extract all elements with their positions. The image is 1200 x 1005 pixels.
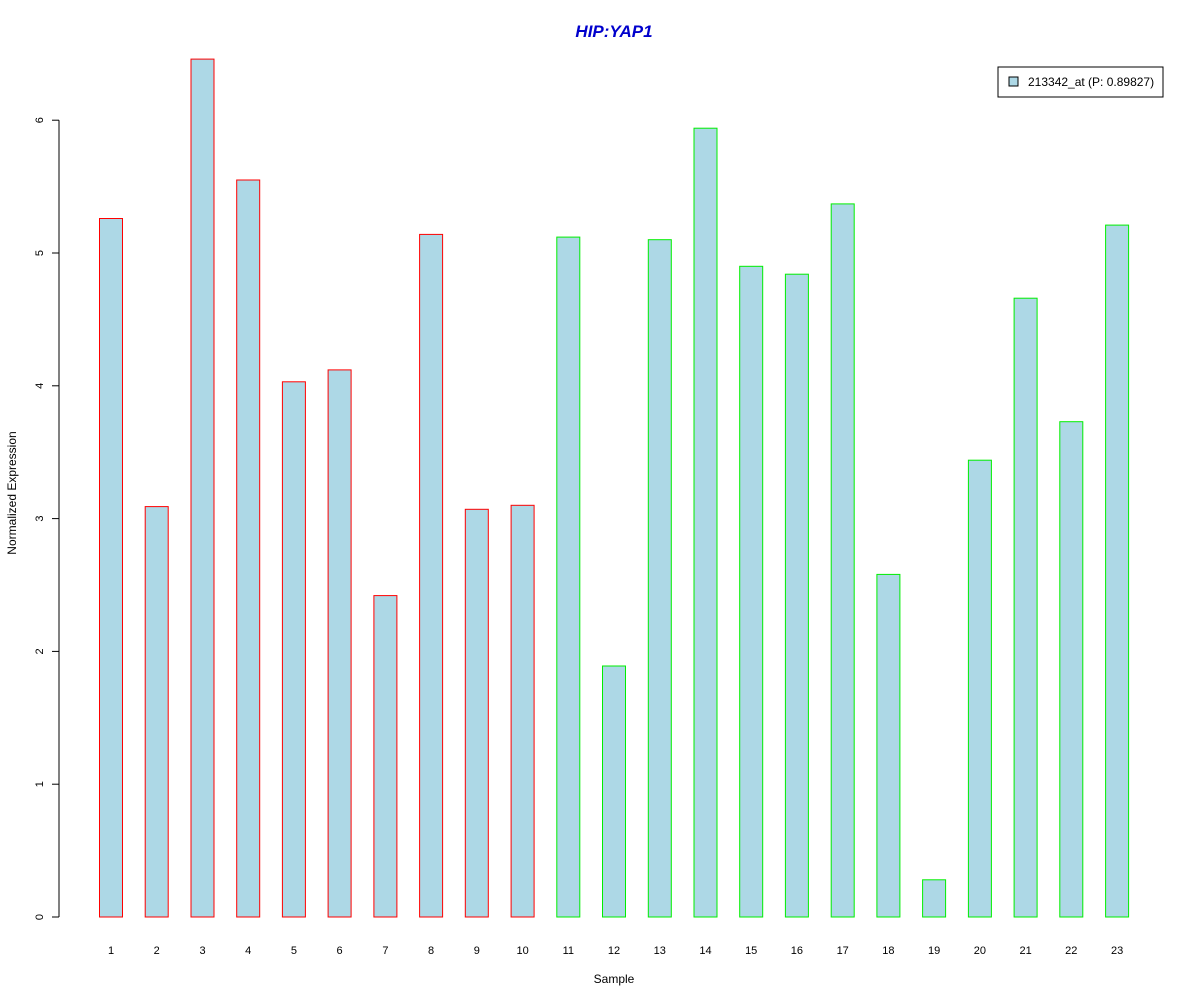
bar-sample-8 bbox=[419, 233, 444, 918]
bar-sample-5 bbox=[281, 381, 306, 918]
bars-group bbox=[99, 58, 1130, 918]
bar-sample-13 bbox=[647, 239, 672, 918]
legend-label: 213342_at (P: 0.89827) bbox=[1028, 75, 1154, 89]
y-tick-label: 3 bbox=[34, 516, 46, 522]
bar-sample-12 bbox=[602, 665, 626, 918]
bar-sample-21 bbox=[1013, 297, 1038, 918]
legend-box bbox=[997, 66, 1164, 98]
y-tick-label: 4 bbox=[34, 383, 46, 389]
y-axis-label: Normalized Expression bbox=[5, 431, 19, 554]
x-tick-label: 13 bbox=[654, 945, 666, 957]
x-tick-label: 12 bbox=[608, 945, 620, 957]
x-tick-label: 7 bbox=[382, 945, 388, 957]
x-tick-label: 6 bbox=[337, 945, 343, 957]
bar-sample-15 bbox=[739, 265, 764, 918]
x-tick-label: 16 bbox=[791, 945, 803, 957]
x-axis-label: Sample bbox=[594, 972, 635, 986]
legend-swatch bbox=[1008, 76, 1019, 87]
bar-sample-3 bbox=[190, 58, 215, 918]
bar-sample-20 bbox=[967, 459, 992, 918]
bar-sample-1 bbox=[99, 218, 123, 918]
x-axis-ticks: 1 2 3 4 5 6 7 8 9 10 11 12 13 14 15 16 17 18 19 20 21 22 23 bbox=[108, 945, 1123, 957]
x-tick-label: 10 bbox=[516, 945, 528, 957]
chart-title: HIP:YAP1 bbox=[575, 22, 652, 41]
x-tick-label: 9 bbox=[474, 945, 480, 957]
bar-sample-4 bbox=[236, 179, 261, 918]
x-tick-label: 4 bbox=[245, 945, 251, 957]
bar-sample-22 bbox=[1059, 421, 1084, 918]
y-tick-label: 0 bbox=[34, 914, 46, 920]
y-tick-label: 2 bbox=[34, 648, 46, 654]
bar-sample-9 bbox=[464, 508, 489, 918]
bar-sample-6 bbox=[327, 369, 352, 918]
x-tick-label: 3 bbox=[199, 945, 205, 957]
x-tick-label: 23 bbox=[1111, 945, 1123, 957]
bar-sample-2 bbox=[144, 506, 169, 918]
x-tick-label: 20 bbox=[974, 945, 986, 957]
legend: 213342_at (P: 0.89827) bbox=[997, 66, 1164, 98]
bar-sample-17 bbox=[830, 203, 855, 918]
bar-sample-16 bbox=[784, 273, 809, 918]
bar-sample-11 bbox=[556, 236, 581, 918]
x-tick-label: 11 bbox=[563, 945, 574, 957]
x-tick-label: 5 bbox=[291, 945, 297, 957]
bar-sample-19 bbox=[922, 879, 947, 918]
bar-sample-14 bbox=[693, 127, 718, 918]
bar-sample-18 bbox=[876, 573, 901, 918]
x-tick-label: 21 bbox=[1019, 945, 1031, 957]
bar-sample-10 bbox=[510, 504, 535, 918]
x-tick-label: 17 bbox=[837, 945, 849, 957]
bar-sample-7 bbox=[373, 595, 398, 918]
bar-sample-23 bbox=[1105, 224, 1130, 918]
x-tick-label: 14 bbox=[699, 945, 711, 957]
x-tick-label: 19 bbox=[928, 945, 940, 957]
x-tick-label: 18 bbox=[882, 945, 894, 957]
y-axis: 0 1 2 3 4 5 6 bbox=[34, 117, 60, 920]
x-tick-label: 2 bbox=[154, 945, 160, 957]
x-tick-label: 8 bbox=[428, 945, 434, 957]
x-tick-label: 22 bbox=[1065, 945, 1077, 957]
y-tick-label: 5 bbox=[34, 250, 46, 256]
x-tick-label: 1 bbox=[108, 945, 114, 957]
y-tick-label: 1 bbox=[34, 781, 46, 787]
y-tick-label: 6 bbox=[34, 117, 46, 123]
x-tick-label: 15 bbox=[745, 945, 757, 957]
